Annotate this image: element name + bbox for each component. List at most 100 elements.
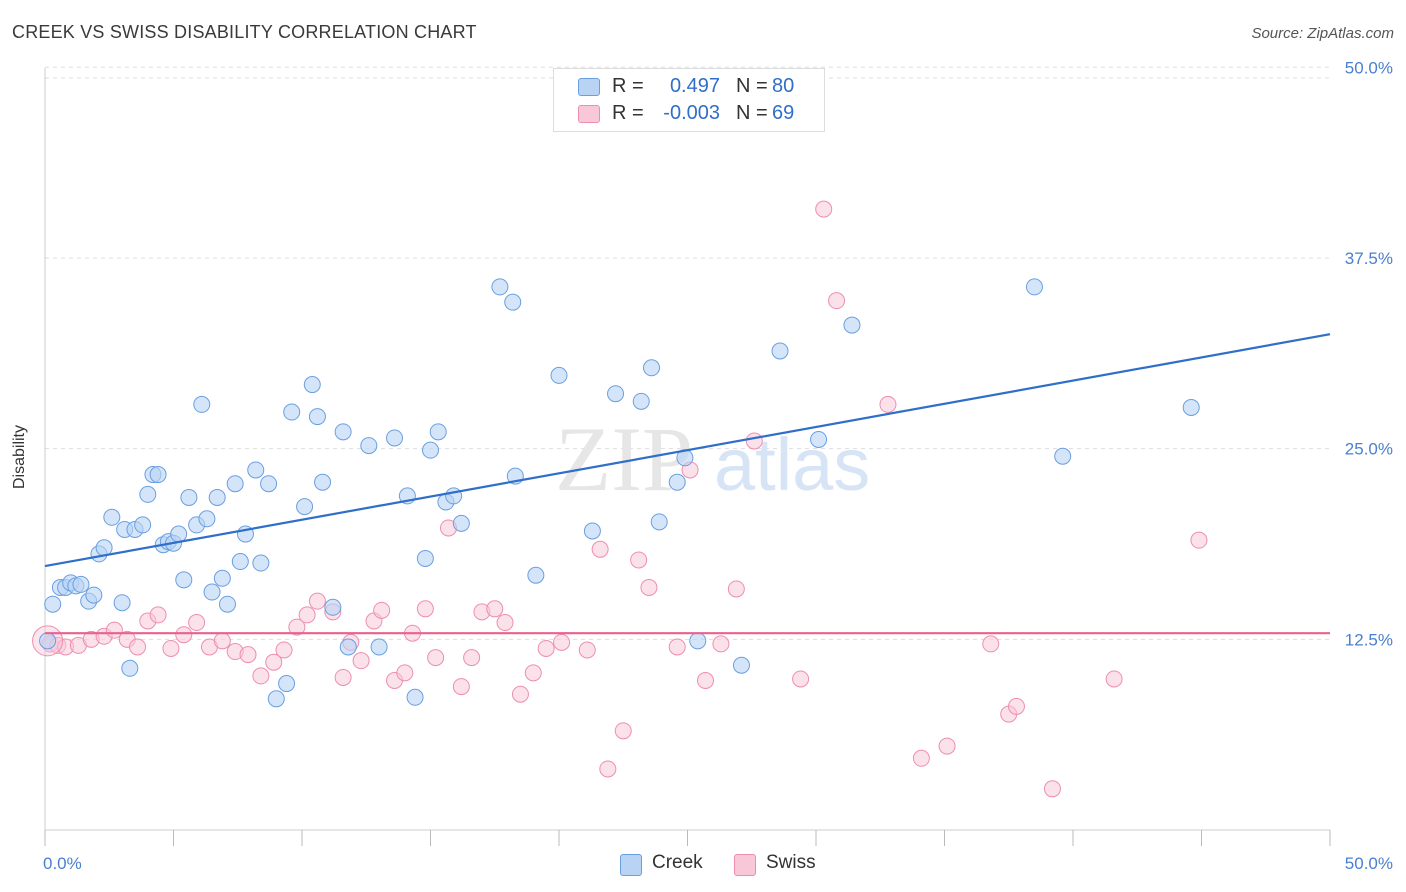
creek-point	[843, 316, 861, 334]
x-tick-label: 50.0%	[1345, 854, 1393, 873]
creek-point	[198, 510, 216, 528]
creek-point	[370, 638, 388, 656]
creek-point	[810, 430, 828, 448]
creek-point	[72, 575, 90, 593]
swiss-point	[727, 580, 745, 598]
creek-point	[218, 595, 236, 613]
swiss-point	[486, 600, 504, 618]
creek-point	[643, 359, 661, 377]
swiss-point	[252, 667, 270, 685]
creek-point	[252, 554, 270, 572]
creek-point	[324, 598, 342, 616]
swiss-point	[815, 200, 833, 218]
watermark-atlas: atlas	[714, 423, 870, 506]
swiss-point	[912, 749, 930, 767]
swiss-point	[524, 664, 542, 682]
swiss-legend-icon	[734, 854, 756, 876]
swiss-point	[288, 618, 306, 636]
legend-n-label: N =	[736, 75, 768, 97]
swiss-point	[537, 639, 555, 657]
swiss-point	[427, 649, 445, 667]
creek-point	[632, 392, 650, 410]
swiss-point	[578, 641, 596, 659]
creek-point	[85, 586, 103, 604]
creek-point	[303, 376, 321, 394]
swiss-point	[373, 601, 391, 619]
creek-point	[732, 656, 750, 674]
swiss-point	[828, 292, 846, 310]
creek-point	[226, 475, 244, 493]
creek-point	[175, 571, 193, 589]
legend-r-label: R =	[612, 102, 644, 124]
creek-point	[339, 638, 357, 656]
swiss-point	[239, 646, 257, 664]
watermark: ZIP atlas	[555, 408, 870, 510]
swiss-point	[308, 592, 326, 610]
creek-point	[668, 473, 686, 491]
creek-point	[121, 659, 139, 677]
swiss-point	[213, 632, 231, 650]
creek-point	[296, 498, 314, 516]
swiss-point	[553, 633, 571, 651]
swiss-point	[591, 540, 609, 558]
swiss-point	[982, 635, 1000, 653]
creek-point	[139, 485, 157, 503]
swiss-point	[879, 395, 897, 413]
creek-point	[231, 553, 249, 571]
creek-point	[416, 549, 434, 567]
creek-point	[208, 488, 226, 506]
creek-point	[213, 569, 231, 587]
legend-row-swiss: R = -0.003 N = 69	[554, 100, 824, 128]
creek-point	[583, 522, 601, 540]
legend-n-value: 80	[772, 75, 795, 97]
swiss-point	[712, 635, 730, 653]
creek-point	[103, 508, 121, 526]
legend-r-label: R =	[612, 75, 644, 97]
correlation-legend: R = 0.497 N = 80 R = -0.003 N = 69	[553, 68, 825, 132]
creek-point	[607, 385, 625, 403]
source-label: Source: ZipAtlas.com	[1251, 25, 1394, 42]
creek-point	[180, 488, 198, 506]
swiss-point	[1043, 780, 1061, 798]
creek-point	[1054, 447, 1072, 465]
y-tick-label: 37.5%	[1345, 249, 1393, 268]
y-tick-label: 25.0%	[1345, 440, 1393, 459]
creek-point	[1182, 398, 1200, 416]
legend-label-swiss: Swiss	[766, 852, 816, 873]
legend-row-creek: R = 0.497 N = 80	[554, 73, 824, 101]
creek-point	[650, 513, 668, 531]
axis-layer	[44, 68, 1331, 846]
swiss-point	[614, 722, 632, 740]
legend-n-label: N =	[736, 102, 768, 124]
legend-r-value: 0.497	[669, 75, 720, 97]
creek-point	[308, 408, 326, 426]
y-tick-label: 50.0%	[1345, 58, 1393, 77]
swiss-point	[175, 626, 193, 644]
swiss-point	[792, 670, 810, 688]
swiss-point	[630, 551, 648, 569]
swiss-point	[745, 432, 763, 450]
legend-n-value: 69	[772, 102, 795, 124]
creek-trend-line	[44, 333, 1331, 568]
creek-point	[314, 473, 332, 491]
creek-point	[550, 366, 568, 384]
creek-point	[422, 441, 439, 459]
creek-point	[1025, 278, 1043, 296]
creek-point	[267, 690, 285, 708]
swiss-point	[1105, 670, 1123, 688]
creek-point	[771, 342, 789, 360]
swiss-point	[511, 685, 529, 703]
creek-point	[360, 437, 378, 455]
swiss-point	[149, 606, 167, 624]
swiss-point	[938, 737, 956, 755]
swiss-point	[1007, 697, 1025, 715]
creek-legend-icon	[620, 854, 642, 876]
creek-point	[504, 293, 522, 311]
creek-point	[283, 403, 301, 421]
creek-point	[429, 423, 447, 441]
swiss-point	[275, 641, 293, 659]
swiss-point	[463, 649, 481, 667]
creek-point	[386, 429, 404, 447]
y-axis-label: Disability	[11, 424, 29, 490]
creek-point	[193, 395, 211, 413]
